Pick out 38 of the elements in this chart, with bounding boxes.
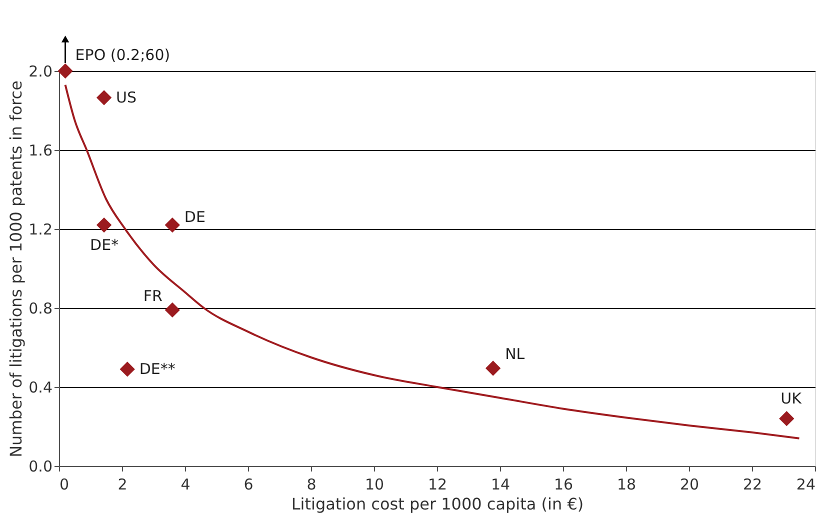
annotation: DE* [90, 236, 120, 254]
annotation: US [116, 88, 137, 107]
point [96, 217, 112, 233]
x-tick-label: 24 [796, 476, 816, 494]
y-tick-label: 0.4 [28, 378, 52, 396]
point [164, 217, 180, 233]
point [164, 302, 180, 318]
x-tick-label: 4 [180, 476, 190, 494]
point [58, 63, 73, 79]
point [485, 360, 501, 376]
y-tick-label: 0.0 [28, 458, 52, 476]
x-tick-label: 14 [490, 476, 510, 494]
x-tick-label: 0 [60, 476, 70, 494]
x-tick-label: 22 [742, 476, 762, 494]
annotation: EPO (0.2;60) [75, 46, 170, 64]
y-tick-label: 1.6 [28, 142, 52, 160]
y-tick-label: 1.2 [28, 220, 52, 238]
x-tick-label: 6 [244, 476, 254, 494]
annotation: UK [780, 390, 803, 408]
y-tick-label: 0.8 [28, 300, 52, 318]
point [779, 411, 794, 426]
annotation: DE** [139, 360, 176, 378]
y-axis-title: Number of litigations per 1000 patents in force [6, 80, 26, 458]
point [120, 362, 135, 377]
y-tick-label: 2.0 [28, 62, 52, 80]
x-tick-label: 8 [306, 476, 316, 494]
point [96, 90, 112, 106]
x-tick-label: 10 [364, 476, 384, 494]
x-tick-label: 12 [428, 476, 448, 494]
x-tick-label: 20 [680, 476, 700, 494]
x-axis-title: Litigation cost per 1000 capita (in €) [291, 494, 584, 514]
x-tick-label: 2 [118, 476, 128, 494]
annotation: FR [143, 286, 162, 305]
annotation: NL [505, 345, 526, 364]
annotation: DE [184, 208, 206, 226]
x-tick-label: 16 [554, 476, 574, 494]
x-tick-label: 18 [616, 476, 636, 494]
line-series [64, 84, 800, 440]
